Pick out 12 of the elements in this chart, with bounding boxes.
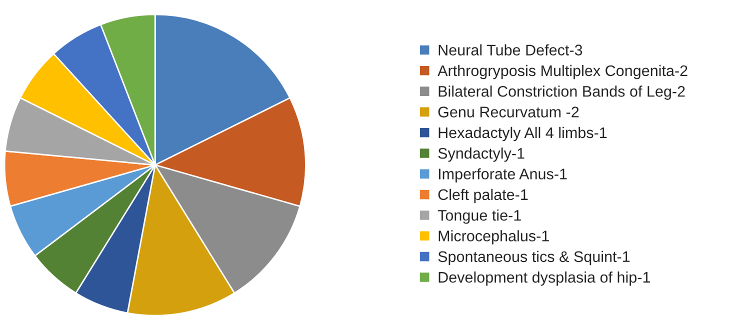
legend-label: Hexadactyly All 4 limbs-1: [438, 126, 607, 142]
legend-label: Bilateral Constriction Bands of Leg-2: [438, 86, 685, 100]
legend-label: Genu Recurvatum -2: [438, 106, 579, 118]
legend-label: Tongue tie-1: [438, 210, 521, 224]
legend-label: Microcephalus-1: [438, 230, 549, 244]
legend-label: Spontaneous tics & Squint-1: [438, 250, 630, 266]
legend-label: Imperforate Anus-1: [438, 168, 567, 182]
legend-label: Syndactyly-1: [438, 148, 524, 162]
legend-label: Cleft palate-1: [438, 188, 528, 204]
legend-label: Arthrogryposis Multiplex Congenita-2: [438, 64, 688, 80]
legend-label: Neural Tube Defect-3: [438, 44, 582, 56]
legend-label: Development dysplasia of hip-1: [438, 272, 650, 286]
